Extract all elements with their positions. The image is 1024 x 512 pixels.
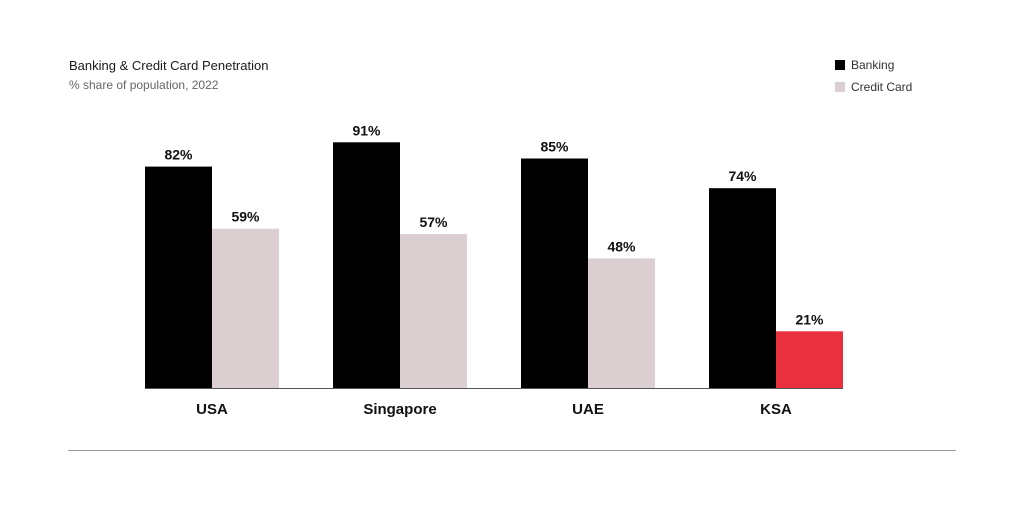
- data-label-credit-card-uae: 48%: [607, 238, 636, 254]
- category-label-uae: UAE: [572, 401, 604, 418]
- data-label-credit-card-ksa: 21%: [795, 311, 824, 327]
- data-label-banking-singapore: 91%: [352, 122, 381, 138]
- bar-credit-card-ksa: [776, 331, 843, 388]
- category-label-ksa: KSA: [760, 401, 792, 418]
- bar-banking-singapore: [333, 142, 400, 388]
- bar-banking-ksa: [709, 188, 776, 388]
- chart-subtitle: % share of population, 2022: [69, 78, 219, 92]
- chart-title: Banking & Credit Card Penetration: [69, 58, 269, 73]
- data-label-credit-card-singapore: 57%: [419, 214, 448, 230]
- bar-banking-uae: [521, 158, 588, 388]
- legend-label-banking: Banking: [851, 58, 895, 72]
- data-label-banking-ksa: 74%: [728, 168, 757, 184]
- chart-legend: Banking Credit Card: [835, 58, 912, 102]
- data-label-banking-usa: 82%: [164, 147, 193, 163]
- legend-swatch-banking: [835, 60, 845, 70]
- legend-item-credit-card: Credit Card: [835, 80, 912, 94]
- bar-credit-card-uae: [588, 258, 655, 388]
- legend-item-banking: Banking: [835, 58, 912, 72]
- category-label-usa: USA: [196, 401, 228, 418]
- bar-banking-usa: [145, 166, 212, 388]
- bar-credit-card-singapore: [400, 234, 467, 388]
- legend-swatch-credit-card: [835, 82, 845, 92]
- legend-label-credit-card: Credit Card: [851, 80, 913, 94]
- data-label-credit-card-usa: 59%: [231, 209, 260, 225]
- bar-credit-card-usa: [212, 228, 279, 388]
- data-label-banking-uae: 85%: [540, 139, 569, 155]
- bottom-divider: [68, 450, 956, 451]
- category-label-singapore: Singapore: [363, 401, 436, 418]
